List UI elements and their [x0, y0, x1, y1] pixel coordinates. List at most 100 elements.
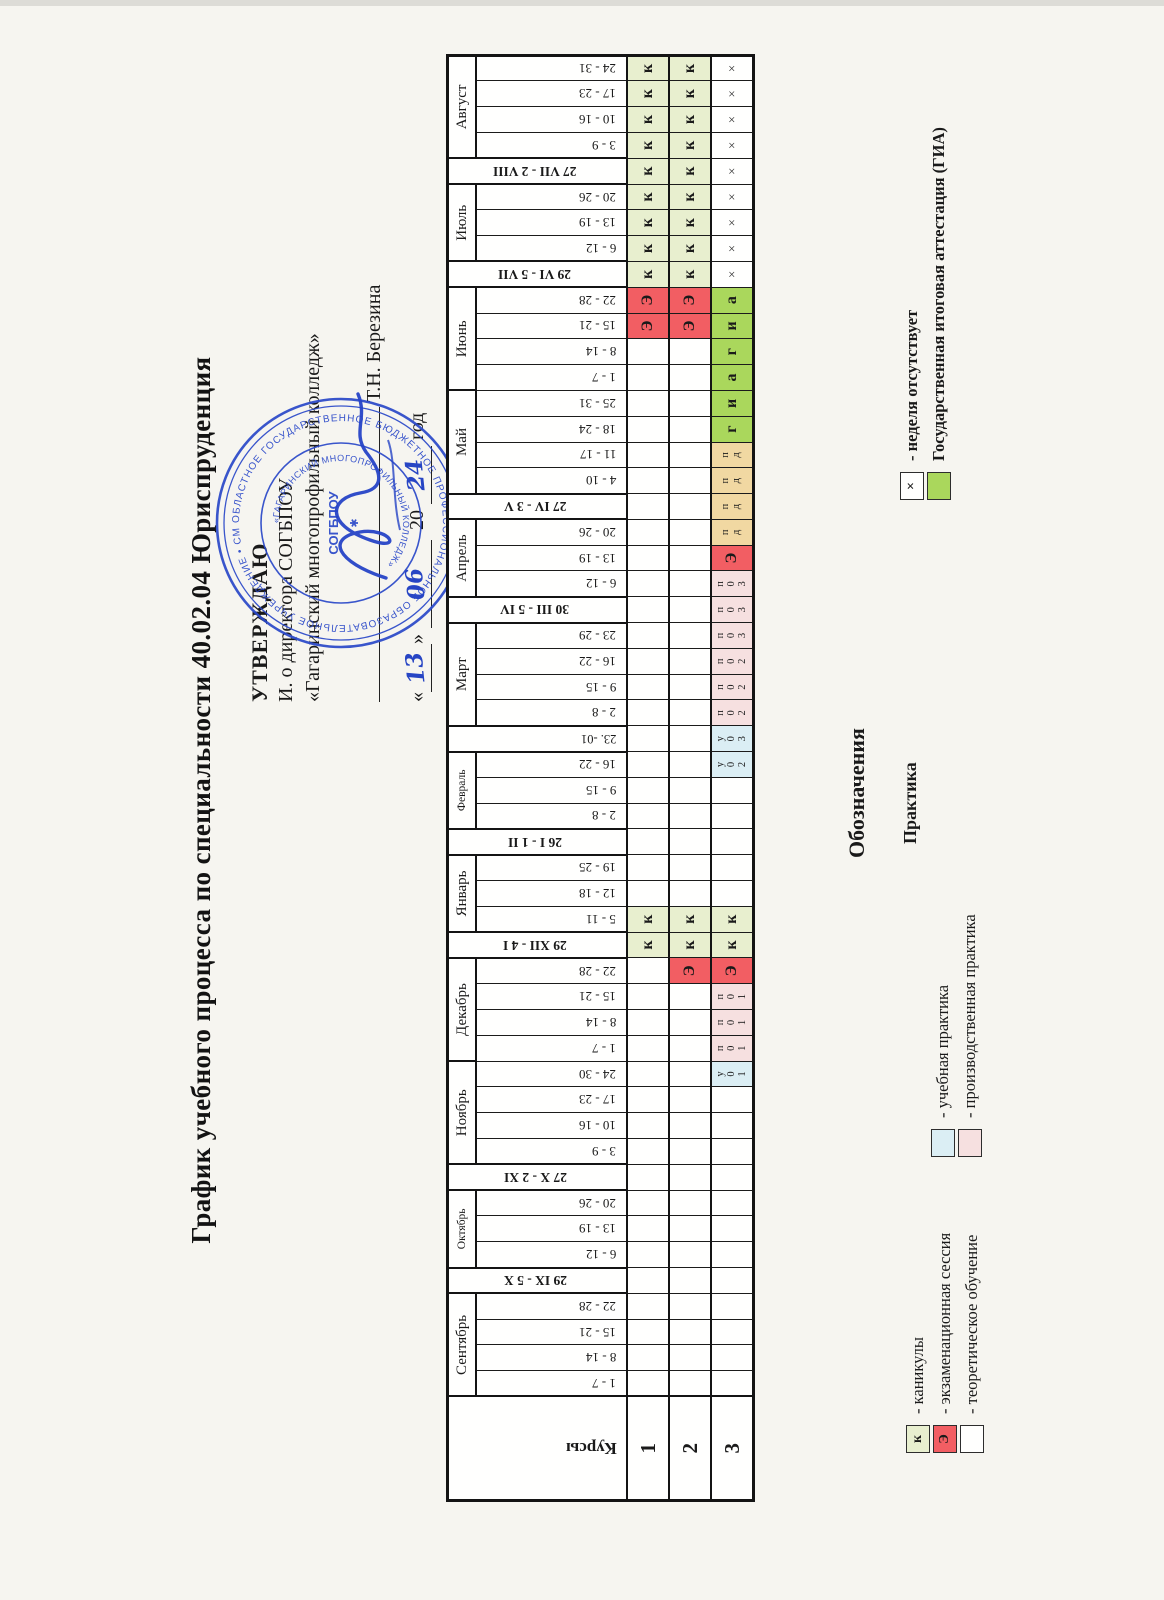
- course-number: 2: [669, 1396, 711, 1501]
- month-header: Июнь: [447, 287, 476, 391]
- cross-week-label: 27 IV - 3 V: [503, 499, 567, 515]
- week-label-cell: 8 - 14: [476, 1009, 627, 1036]
- schedule-cell: [669, 1112, 711, 1139]
- week-label: 10 - 16: [579, 1118, 616, 1134]
- schedule-cell: [669, 699, 711, 726]
- schedule-cell: [627, 364, 669, 391]
- schedule-table: Курсы Сентябрь 29 IX - 5 X Октябрь 27 X - 2 …: [446, 53, 755, 1502]
- schedule-cell: ×: [711, 106, 754, 133]
- schedule-cell: [627, 777, 669, 804]
- stack-char: 0: [725, 736, 737, 742]
- schedule-cell: [669, 751, 711, 778]
- cross-week-cell: 30 III - 5 IV: [447, 596, 627, 623]
- schedule-cell: [669, 1086, 711, 1113]
- stack-char: д: [731, 478, 742, 484]
- week-label-cell: 2 - 8: [476, 803, 627, 829]
- schedule-cell: [669, 622, 711, 649]
- week-label-cell: 2 - 8: [476, 699, 627, 726]
- schedule-cell: к: [711, 906, 754, 933]
- schedule-cell: [669, 1370, 711, 1397]
- schedule-cell: [627, 571, 669, 597]
- cross-week-cell: 27 X - 2 XI: [447, 1164, 627, 1191]
- week-label-cell: 6 - 12: [476, 1241, 627, 1268]
- schedule-cell: Э: [711, 545, 754, 571]
- legend-item: - производственная практика: [956, 914, 983, 1157]
- week-label: 19 - 25: [579, 860, 616, 876]
- schedule-cell: [627, 467, 669, 494]
- schedule-cell: к: [669, 132, 711, 159]
- legend-item: Государственная итоговая аттестация (ГИА…: [925, 127, 952, 500]
- legend-swatch: ×: [899, 472, 924, 500]
- legend-swatch: [959, 1425, 984, 1453]
- schedule-cell: [669, 1293, 711, 1320]
- schedule-cell: [627, 519, 669, 546]
- week-label-cell: 11 - 17: [476, 442, 627, 468]
- stack-char: 0: [725, 1045, 737, 1051]
- stack-char: п: [714, 606, 726, 613]
- stack-char: 3: [736, 581, 748, 587]
- stack-char: 2: [736, 658, 748, 664]
- month-header: Май: [447, 390, 476, 494]
- page-title: График учебного процесса по специальност…: [186, 356, 216, 1244]
- week-label-cell: 12 - 18: [476, 880, 627, 907]
- schedule-cell: [627, 442, 669, 468]
- cross-week-label: 27 VII - 2 VIII: [493, 163, 577, 179]
- stack-char: д: [731, 452, 742, 458]
- legend-item: к - каникулы: [904, 1233, 931, 1453]
- legend-swatch: к: [905, 1425, 930, 1453]
- month-header: Апрель: [447, 519, 476, 597]
- schedule-cell: к: [669, 261, 711, 288]
- schedule-cell: [669, 571, 711, 597]
- schedule-cell: ×: [711, 55, 754, 81]
- cross-week-label: 29 VI - 5 VII: [498, 267, 572, 283]
- month-header: Февраль: [447, 751, 476, 829]
- schedule-cell: [711, 1344, 754, 1371]
- week-label: 6 - 12: [585, 1246, 616, 1262]
- week-label: 15 - 21: [579, 1324, 616, 1340]
- week-label-cell: 20 - 26: [476, 184, 627, 210]
- week-label: 1 - 7: [592, 1375, 616, 1391]
- cross-week-cell: 29 XII - 4 I: [447, 932, 627, 958]
- schedule-cell: [627, 1035, 669, 1062]
- week-label-cell: 24 - 31: [476, 55, 627, 81]
- schedule-cell: а: [711, 287, 754, 314]
- signature-scribble: [334, 392, 401, 580]
- stack-char: д: [731, 503, 742, 510]
- stack-char: у: [714, 736, 726, 742]
- months-row: Курсы Сентябрь 29 IX - 5 X Октябрь 27 X - 2 …: [447, 55, 627, 1501]
- week-label: 9 - 15: [585, 782, 616, 798]
- schedule-cell: ×: [711, 80, 754, 107]
- courses-header-label: Курсы: [566, 1438, 617, 1458]
- schedule-cell: [711, 1215, 754, 1242]
- week-label-cell: 8 - 14: [476, 338, 627, 365]
- schedule-cell: [627, 1215, 669, 1242]
- cross-week-label: 29 XII - 4 I: [503, 937, 567, 953]
- schedule-cell: к: [627, 932, 669, 958]
- month-header: Сентябрь: [447, 1293, 476, 1397]
- schedule-cell: [669, 725, 711, 752]
- schedule-cell: [711, 828, 754, 855]
- cross-week-cell: 23. -01: [447, 725, 627, 752]
- week-label-cell: 8 - 14: [476, 1344, 627, 1371]
- week-label-cell: 22 - 28: [476, 957, 627, 984]
- schedule-cell: [669, 1344, 711, 1371]
- schedule-cell: [669, 338, 711, 365]
- stack-char: п: [714, 684, 726, 690]
- week-label: 13 - 19: [579, 550, 616, 566]
- legend-label: - экзаменационная сессия: [934, 1232, 954, 1414]
- schedule-cell: ×: [711, 235, 754, 262]
- schedule-cell: к: [627, 106, 669, 133]
- week-label: 13 - 19: [579, 1221, 616, 1237]
- legend-label: - производственная практика: [959, 914, 979, 1118]
- stack-char: 0: [725, 1019, 737, 1026]
- schedule-cell: ×: [711, 261, 754, 288]
- week-label: 24 - 30: [579, 1066, 616, 1082]
